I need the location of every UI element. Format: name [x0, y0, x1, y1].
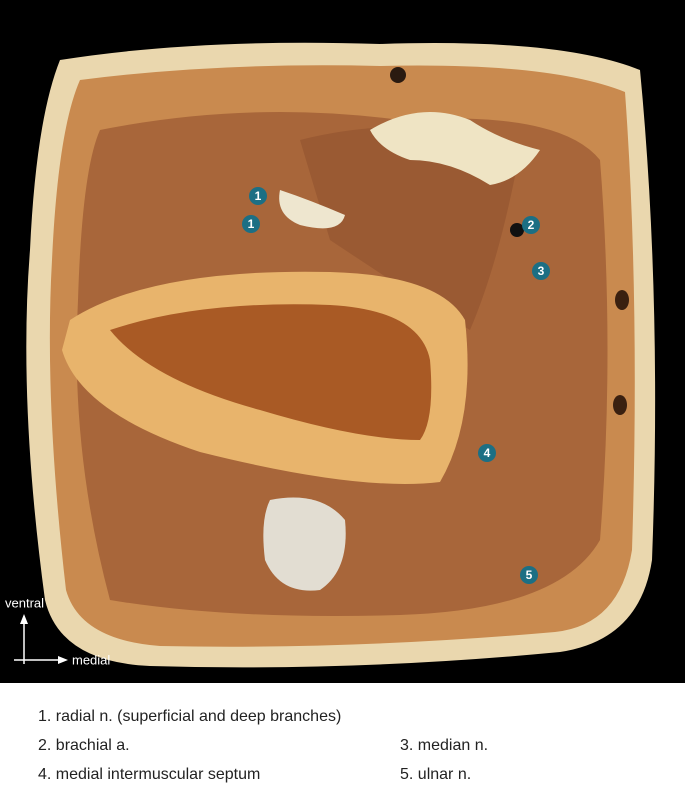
fat [279, 190, 345, 229]
legend-item: 3. median n. [400, 737, 489, 754]
marker-label: 2 [528, 218, 535, 232]
vessel [390, 67, 406, 83]
specimen-photo: 1 1 2 3 4 5 ventral medial [0, 0, 685, 683]
marker-label: 5 [526, 568, 533, 582]
marker: 5 [520, 566, 538, 584]
marker: 2 [522, 216, 540, 234]
vessel [510, 223, 524, 237]
legend-item: 5. ulnar n. [400, 766, 472, 783]
legend-item: 1. radial n. (superficial and deep branc… [38, 708, 342, 725]
marker: 1 [242, 215, 260, 233]
fat [370, 112, 540, 185]
marker: 1 [249, 187, 267, 205]
marker-label: 1 [255, 189, 262, 203]
marker-label: 3 [538, 264, 545, 278]
marker-label: 4 [484, 446, 491, 460]
orientation-label: medial [72, 652, 110, 667]
arrow-head [58, 656, 68, 664]
fat [263, 497, 346, 591]
legend-item: 2. brachial a. [38, 737, 130, 754]
muscle-group [300, 127, 520, 330]
arrow-head [20, 614, 28, 624]
orientation-label: ventral [5, 595, 44, 610]
marker: 4 [478, 444, 496, 462]
marker-label: 1 [248, 217, 255, 231]
vessel [615, 290, 629, 310]
vessel [613, 395, 627, 415]
marker: 3 [532, 262, 550, 280]
bone-marrow [110, 304, 432, 440]
legend-item: 4. medial intermuscular septum [38, 766, 261, 783]
